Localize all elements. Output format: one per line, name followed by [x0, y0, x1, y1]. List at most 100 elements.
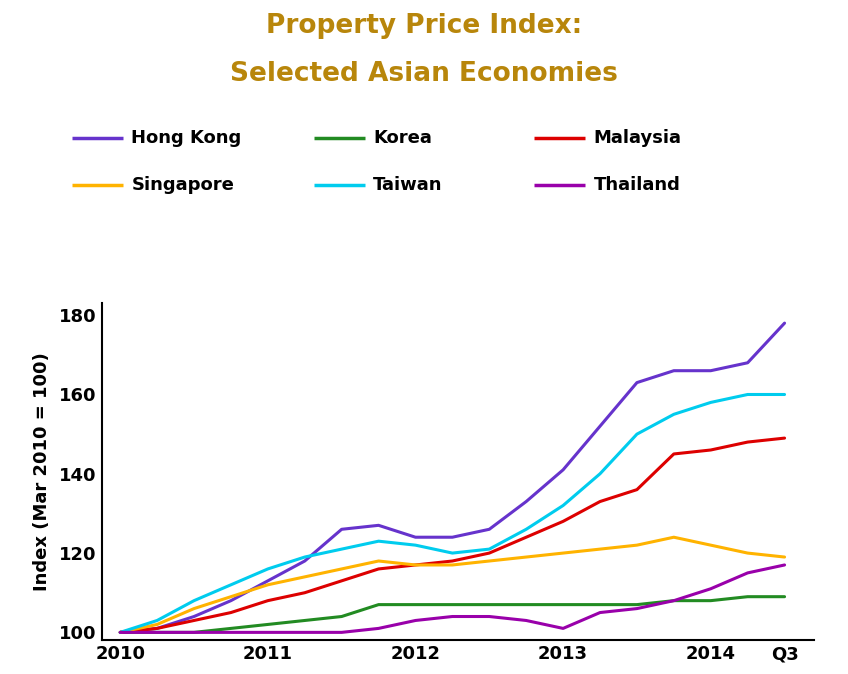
Malaysia [189, 617, 199, 625]
Taiwan [484, 545, 494, 553]
Singapore [522, 553, 532, 561]
Malaysia [743, 438, 753, 446]
Thailand [115, 628, 126, 636]
Singapore [337, 565, 347, 573]
Malaysia [337, 577, 347, 585]
Hong Kong [743, 359, 753, 367]
Text: Thailand: Thailand [594, 177, 680, 194]
Korea [410, 601, 421, 609]
Korea [558, 601, 568, 609]
Singapore [706, 541, 716, 549]
Malaysia [484, 549, 494, 557]
Text: Selected Asian Economies: Selected Asian Economies [230, 61, 618, 87]
Text: Singapore: Singapore [131, 177, 234, 194]
Malaysia [632, 485, 642, 493]
Hong Kong [779, 319, 789, 327]
Taiwan [558, 501, 568, 510]
Singapore [743, 549, 753, 557]
Text: Korea: Korea [373, 129, 432, 147]
Korea [152, 628, 162, 636]
Malaysia [595, 497, 605, 506]
Taiwan [410, 541, 421, 549]
Hong Kong [669, 367, 679, 375]
Singapore [373, 557, 383, 565]
Thailand [484, 613, 494, 621]
Thailand [706, 585, 716, 593]
Thailand [447, 613, 457, 621]
Singapore [484, 557, 494, 565]
Taiwan [669, 410, 679, 419]
Korea [743, 592, 753, 601]
Thailand [189, 628, 199, 636]
Korea [522, 601, 532, 609]
Hong Kong [115, 628, 126, 636]
Thailand [410, 617, 421, 625]
Hong Kong [595, 422, 605, 430]
Singapore [263, 581, 273, 589]
Taiwan [263, 565, 273, 573]
Korea [115, 628, 126, 636]
Text: Taiwan: Taiwan [373, 177, 443, 194]
Singapore [410, 561, 421, 569]
Korea [706, 596, 716, 605]
Korea [337, 613, 347, 621]
Korea [226, 624, 236, 632]
Korea [779, 592, 789, 601]
Singapore [189, 605, 199, 613]
Malaysia [263, 596, 273, 605]
Singapore [669, 533, 679, 541]
Malaysia [226, 609, 236, 617]
Hong Kong [373, 521, 383, 529]
Singapore [115, 628, 126, 636]
Malaysia [299, 588, 310, 596]
Taiwan [373, 537, 383, 545]
Line: Hong Kong: Hong Kong [120, 323, 784, 632]
Malaysia [558, 518, 568, 526]
Line: Thailand: Thailand [120, 565, 784, 632]
Line: Korea: Korea [120, 596, 784, 632]
Line: Malaysia: Malaysia [120, 438, 784, 632]
Singapore [632, 541, 642, 549]
Malaysia [447, 557, 457, 565]
Korea [189, 628, 199, 636]
Thailand [152, 628, 162, 636]
Thailand [522, 617, 532, 625]
Text: Property Price Index:: Property Price Index: [266, 13, 582, 40]
Taiwan [337, 545, 347, 553]
Singapore [595, 545, 605, 553]
Taiwan [226, 581, 236, 589]
Korea [669, 596, 679, 605]
Malaysia [410, 561, 421, 569]
Hong Kong [484, 525, 494, 533]
Malaysia [669, 450, 679, 458]
Hong Kong [632, 379, 642, 387]
Korea [632, 601, 642, 609]
Taiwan [299, 553, 310, 561]
Hong Kong [706, 367, 716, 375]
Singapore [226, 592, 236, 601]
Hong Kong [189, 613, 199, 621]
Korea [373, 601, 383, 609]
Singapore [779, 553, 789, 561]
Singapore [299, 573, 310, 581]
Hong Kong [226, 596, 236, 605]
Thailand [669, 596, 679, 605]
Thailand [595, 609, 605, 617]
Thailand [632, 605, 642, 613]
Hong Kong [152, 624, 162, 632]
Taiwan [152, 617, 162, 625]
Hong Kong [337, 525, 347, 533]
Line: Taiwan: Taiwan [120, 394, 784, 632]
Malaysia [115, 628, 126, 636]
Malaysia [522, 533, 532, 541]
Hong Kong [558, 466, 568, 474]
Taiwan [115, 628, 126, 636]
Text: Malaysia: Malaysia [594, 129, 682, 147]
Thailand [263, 628, 273, 636]
Korea [299, 617, 310, 625]
Taiwan [706, 398, 716, 406]
Taiwan [779, 390, 789, 398]
Malaysia [152, 624, 162, 632]
Singapore [447, 561, 457, 569]
Taiwan [447, 549, 457, 557]
